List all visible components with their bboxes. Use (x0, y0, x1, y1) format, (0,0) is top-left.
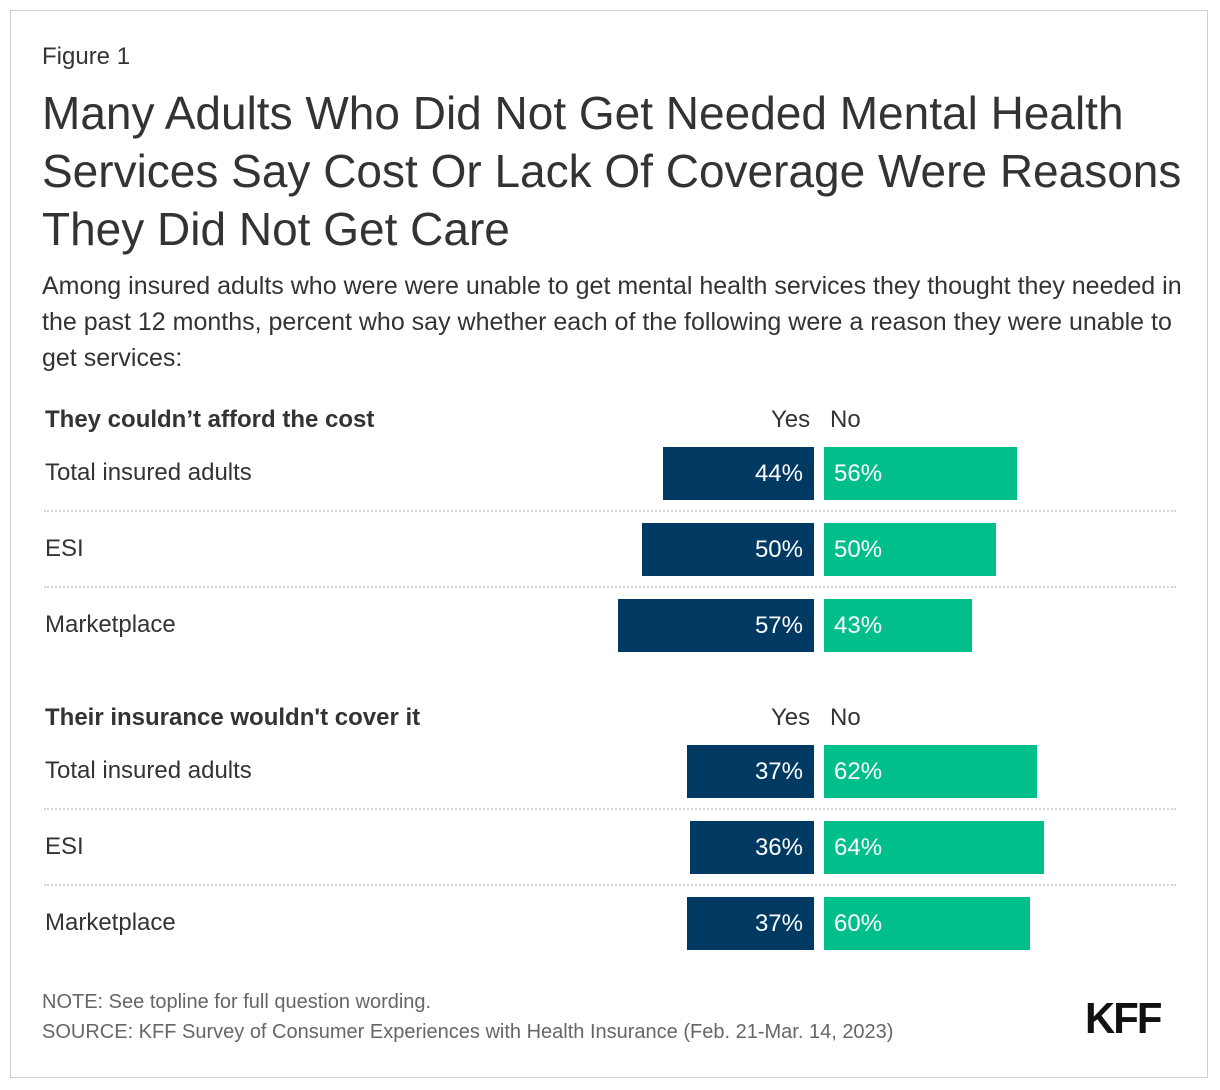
row-label: Marketplace (45, 909, 176, 936)
chart-title: Many Adults Who Did Not Get Needed Menta… (42, 87, 1182, 255)
row-label: ESI (45, 535, 84, 562)
no-bar: 64% (824, 821, 1045, 874)
group-title: Their insurance wouldn't cover it (45, 704, 421, 731)
row-label: Total insured adults (45, 459, 252, 486)
yes-bar: 50% (642, 523, 814, 576)
yes-bar: 36% (690, 821, 814, 874)
row-divider (44, 510, 1176, 512)
no-bar: 43% (824, 599, 972, 652)
row-divider (44, 808, 1176, 810)
no-bar: 60% (824, 897, 1031, 950)
no-bar: 50% (824, 523, 996, 576)
note-text: NOTE: See topline for full question word… (42, 991, 432, 1013)
row-divider (44, 586, 1176, 588)
figure-label: Figure 1 (42, 43, 131, 70)
kff-logo: KFF (1084, 994, 1162, 1043)
no-bar: 62% (824, 745, 1038, 798)
chart-subtitle: Among insured adults who were were unabl… (42, 272, 1182, 372)
yes-bar: 37% (686, 897, 814, 950)
group-title: They couldn’t afford the cost (45, 406, 375, 433)
yes-bar: 44% (662, 447, 814, 500)
row-label: Marketplace (45, 611, 176, 638)
no-header: No (830, 704, 861, 731)
yes-header: Yes (771, 704, 811, 731)
yes-bar: 57% (617, 599, 814, 652)
yes-header: Yes (771, 406, 811, 433)
no-header: No (830, 406, 861, 433)
yes-bar: 37% (686, 745, 814, 798)
no-bar: 56% (824, 447, 1017, 500)
row-label: ESI (45, 833, 84, 860)
source-text: SOURCE: KFF Survey of Consumer Experienc… (42, 1021, 894, 1043)
row-label: Total insured adults (45, 757, 252, 784)
figure-frame (10, 10, 1208, 1078)
row-divider (44, 884, 1176, 886)
